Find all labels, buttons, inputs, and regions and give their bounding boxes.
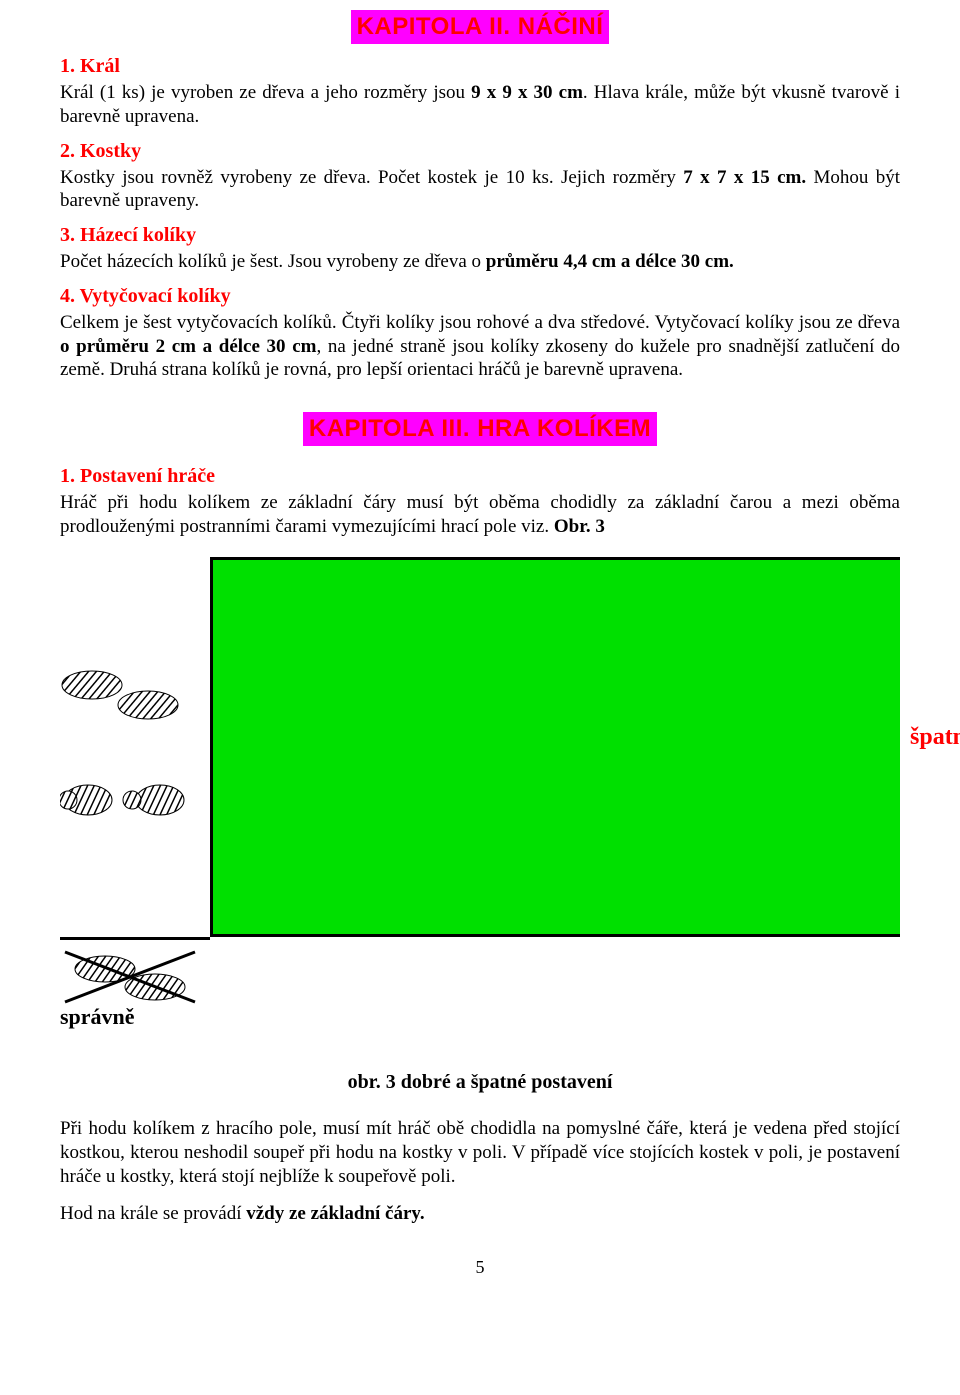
footprints-wrong-overline-icon [60, 947, 200, 1007]
section-4-vytycovaci-text: Celkem je šest vytyčovacích kolíků. Čtyř… [60, 311, 900, 382]
label-wrong: špatně [910, 722, 960, 752]
label-correct: správně [60, 1003, 900, 1031]
text-bold: 7 x 7 x 15 cm. [683, 167, 806, 188]
section-4-vytycovaci-head: 4. Vytyčovací kolíky [60, 284, 900, 309]
chapter-2-title: KAPITOLA II. NÁČINÍ [351, 10, 610, 44]
text-bold: vždy ze základní čáry. [246, 1203, 424, 1224]
page-number: 5 [60, 1256, 900, 1279]
chapter-3-title-wrap: KAPITOLA III. HRA KOLÍKEM [60, 412, 900, 446]
chapter-3-title: KAPITOLA III. HRA KOLÍKEM [303, 412, 657, 446]
text-bold: Obr. 3 [554, 516, 605, 537]
para-hod-z-pole: Při hodu kolíkem z hracího pole, musí mí… [60, 1117, 900, 1188]
text: Celkem je šest vytyčovacích kolíků. Čtyř… [60, 312, 900, 333]
section-3-hazeci-text: Počet házecích kolíků je šest. Jsou vyro… [60, 250, 900, 274]
section-2-kostky-text: Kostky jsou rovněž vyrobeny ze dřeva. Po… [60, 166, 900, 214]
section-1-kral-head: 1. Král [60, 54, 900, 79]
text-bold: 9 x 9 x 30 cm [471, 82, 583, 103]
text-bold: průměru 4,4 cm a délce 30 cm. [486, 251, 734, 272]
section-3-hazeci-head: 3. Házecí kolíky [60, 223, 900, 248]
text: Král (1 ks) je vyroben ze dřeva a jeho r… [60, 82, 471, 103]
para-hod-na-krale: Hod na krále se provádí vždy ze základní… [60, 1202, 900, 1226]
diagram-obr-3: špatně [60, 557, 900, 997]
text: Hod na krále se provádí [60, 1203, 246, 1224]
extended-baseline [60, 937, 210, 940]
section-postaveni-text: Hráč při hodu kolíkem ze základní čáry m… [60, 491, 900, 539]
figure-caption: obr. 3 dobré a špatné postavení [60, 1070, 900, 1095]
chapter-2-title-wrap: KAPITOLA II. NÁČINÍ [60, 10, 900, 44]
section-postaveni-head: 1. Postavení hráče [60, 464, 900, 489]
footprints-wrong-outside-icon [60, 667, 180, 722]
section-1-kral-text: Král (1 ks) je vyroben ze dřeva a jeho r… [60, 81, 900, 129]
playing-field [210, 557, 900, 937]
footprints-correct-icon [60, 772, 200, 827]
section-2-kostky-head: 2. Kostky [60, 139, 900, 164]
text-bold: o průměru 2 cm a délce 30 cm [60, 336, 316, 357]
text: Kostky jsou rovněž vyrobeny ze dřeva. Po… [60, 167, 683, 188]
text: Hráč při hodu kolíkem ze základní čáry m… [60, 492, 900, 537]
text: Počet házecích kolíků je šest. Jsou vyro… [60, 251, 486, 272]
